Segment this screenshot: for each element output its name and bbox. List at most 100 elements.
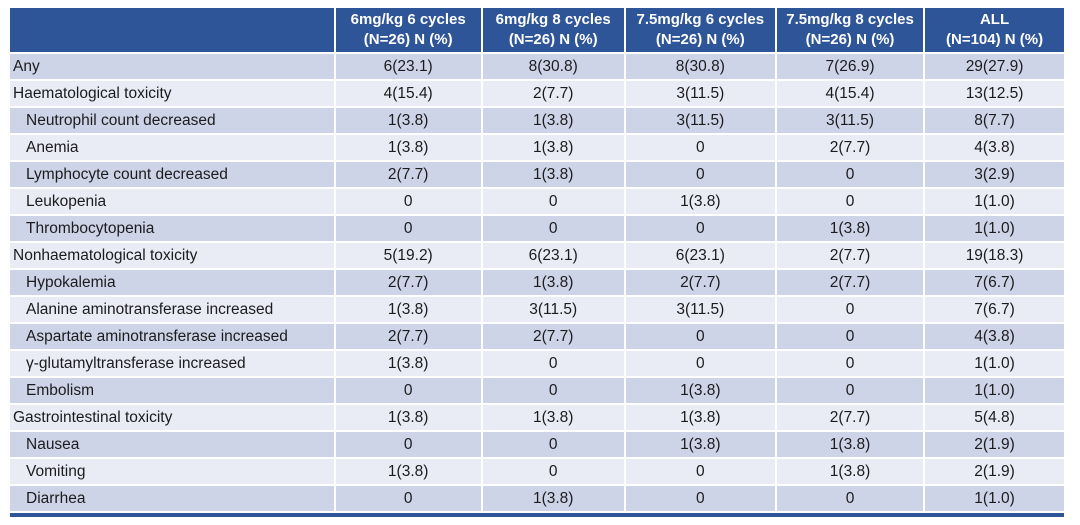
table-row: Aspartate aminotransferase increased 2(7.… [10, 324, 1064, 349]
value-cell: 1(3.8) [335, 459, 481, 484]
table-bottom-border [10, 513, 1064, 517]
value-cell: 1(3.8) [776, 216, 924, 241]
value-cell: 1(3.8) [625, 405, 775, 430]
value-cell: 1(3.8) [482, 108, 624, 133]
value-cell: 0 [776, 297, 924, 322]
value-cell: 8(30.8) [625, 54, 775, 79]
header-line1: ALL [979, 10, 1010, 28]
header-cell: 7.5mg/kg 6 cycles (N=26) N (%) [625, 8, 775, 52]
value-cell: 8(30.8) [482, 54, 624, 79]
header-cell: 6mg/kg 6 cycles (N=26) N (%) [335, 8, 481, 52]
row-label: Nausea [10, 432, 334, 457]
row-label: Diarrhea [10, 486, 334, 511]
value-cell: 2(7.7) [482, 324, 624, 349]
value-cell: 3(11.5) [776, 108, 924, 133]
value-cell: 0 [776, 189, 924, 214]
table-row: Anemia 1(3.8) 1(3.8) 0 2(7.7) 4(3.8) [10, 135, 1064, 160]
header-line2: (N=26) N (%) [805, 31, 895, 48]
value-cell: 3(11.5) [482, 297, 624, 322]
row-label: Hypokalemia [10, 270, 334, 295]
table-row: Embolism 0 0 1(3.8) 0 1(1.0) [10, 378, 1064, 403]
value-cell: 13(12.5) [925, 81, 1064, 106]
value-cell: 0 [482, 351, 624, 376]
header-line2: (N=26) N (%) [655, 31, 745, 48]
row-label: Anemia [10, 135, 334, 160]
header-row: 6mg/kg 6 cycles (N=26) N (%) 6mg/kg 8 cycl… [10, 8, 1064, 52]
value-cell: 3(2.9) [925, 162, 1064, 187]
value-cell: 6(23.1) [482, 243, 624, 268]
header-cell: 6mg/kg 8 cycles (N=26) N (%) [482, 8, 624, 52]
value-cell: 5(4.8) [925, 405, 1064, 430]
table-row: Haematological toxicity 4(15.4) 2(7.7) 3(11… [10, 81, 1064, 106]
value-cell: 1(3.8) [335, 108, 481, 133]
value-cell: 2(1.9) [925, 459, 1064, 484]
value-cell: 0 [335, 189, 481, 214]
value-cell: 1(3.8) [625, 378, 775, 403]
value-cell: 4(3.8) [925, 135, 1064, 160]
table-row: Lymphocyte count decreased 2(7.7) 1(3.8) 0 0… [10, 162, 1064, 187]
value-cell: 0 [482, 459, 624, 484]
value-cell: 6(23.1) [335, 54, 481, 79]
value-cell: 2(7.7) [335, 270, 481, 295]
row-label: Embolism [10, 378, 334, 403]
value-cell: 7(26.9) [776, 54, 924, 79]
value-cell: 1(1.0) [925, 378, 1064, 403]
header-line2: (N=26) N (%) [363, 31, 453, 48]
header-line2: (N=104) N (%) [946, 31, 1044, 48]
row-label: Leukopenia [10, 189, 334, 214]
value-cell: 1(1.0) [925, 216, 1064, 241]
table-body: Any 6(23.1) 8(30.8) 8(30.8) 7(26.9) 29(27.9) H… [10, 54, 1064, 511]
value-cell: 2(7.7) [335, 162, 481, 187]
table-row: Any 6(23.1) 8(30.8) 8(30.8) 7(26.9) 29(27.9) [10, 54, 1064, 79]
value-cell: 1(3.8) [335, 405, 481, 430]
value-cell: 5(19.2) [335, 243, 481, 268]
header-cell: ALL (N=104) N (%) [925, 8, 1064, 52]
row-label: Haematological toxicity [10, 81, 334, 106]
value-cell: 0 [482, 378, 624, 403]
header-line2: (N=26) N (%) [508, 31, 598, 48]
value-cell: 0 [776, 351, 924, 376]
value-cell: 6(23.1) [625, 243, 775, 268]
value-cell: 0 [482, 189, 624, 214]
value-cell: 4(3.8) [925, 324, 1064, 349]
value-cell: 0 [625, 351, 775, 376]
table-row: γ-glutamyltransferase increased 1(3.8) 0 0 0… [10, 351, 1064, 376]
table-row: Vomiting 1(3.8) 0 0 1(3.8) 2(1.9) [10, 459, 1064, 484]
table-footer [10, 513, 1064, 517]
value-cell: 29(27.9) [925, 54, 1064, 79]
header-cell: 7.5mg/kg 8 cycles (N=26) N (%) [776, 8, 924, 52]
value-cell: 1(3.8) [625, 189, 775, 214]
value-cell: 1(3.8) [482, 162, 624, 187]
value-cell: 8(7.7) [925, 108, 1064, 133]
table-row: Alanine aminotransferase increased 1(3.8)… [10, 297, 1064, 322]
row-label: Alanine aminotransferase increased [10, 297, 334, 322]
value-cell: 7(6.7) [925, 270, 1064, 295]
value-cell: 2(7.7) [625, 270, 775, 295]
row-label: Aspartate aminotransferase increased [10, 324, 334, 349]
value-cell: 1(3.8) [776, 459, 924, 484]
header-line1: 6mg/kg 6 cycles [350, 10, 466, 28]
table-row: Diarrhea 0 1(3.8) 0 0 1(1.0) [10, 486, 1064, 511]
value-cell: 7(6.7) [925, 297, 1064, 322]
value-cell: 1(3.8) [776, 432, 924, 457]
row-label: Vomiting [10, 459, 334, 484]
row-label: Gastrointestinal toxicity [10, 405, 334, 430]
value-cell: 3(11.5) [625, 297, 775, 322]
value-cell: 4(15.4) [335, 81, 481, 106]
row-label: Any [10, 54, 334, 79]
value-cell: 3(11.5) [625, 81, 775, 106]
row-label: γ-glutamyltransferase increased [10, 351, 334, 376]
value-cell: 1(3.8) [482, 486, 624, 511]
header-line1: 7.5mg/kg 8 cycles [786, 10, 914, 28]
table-header: 6mg/kg 6 cycles (N=26) N (%) 6mg/kg 8 cycl… [10, 8, 1064, 52]
value-cell: 1(3.8) [625, 432, 775, 457]
value-cell: 2(7.7) [776, 270, 924, 295]
table-row: Leukopenia 0 0 1(3.8) 0 1(1.0) [10, 189, 1064, 214]
value-cell: 0 [776, 162, 924, 187]
table-row: Neutrophil count decreased 1(3.8) 1(3.8) 3(… [10, 108, 1064, 133]
table-row: Hypokalemia 2(7.7) 1(3.8) 2(7.7) 2(7.7) 7(6.7… [10, 270, 1064, 295]
table-row: Nonhaematological toxicity 5(19.2) 6(23.1)… [10, 243, 1064, 268]
row-label: Neutrophil count decreased [10, 108, 334, 133]
value-cell: 2(7.7) [482, 81, 624, 106]
value-cell: 0 [625, 162, 775, 187]
